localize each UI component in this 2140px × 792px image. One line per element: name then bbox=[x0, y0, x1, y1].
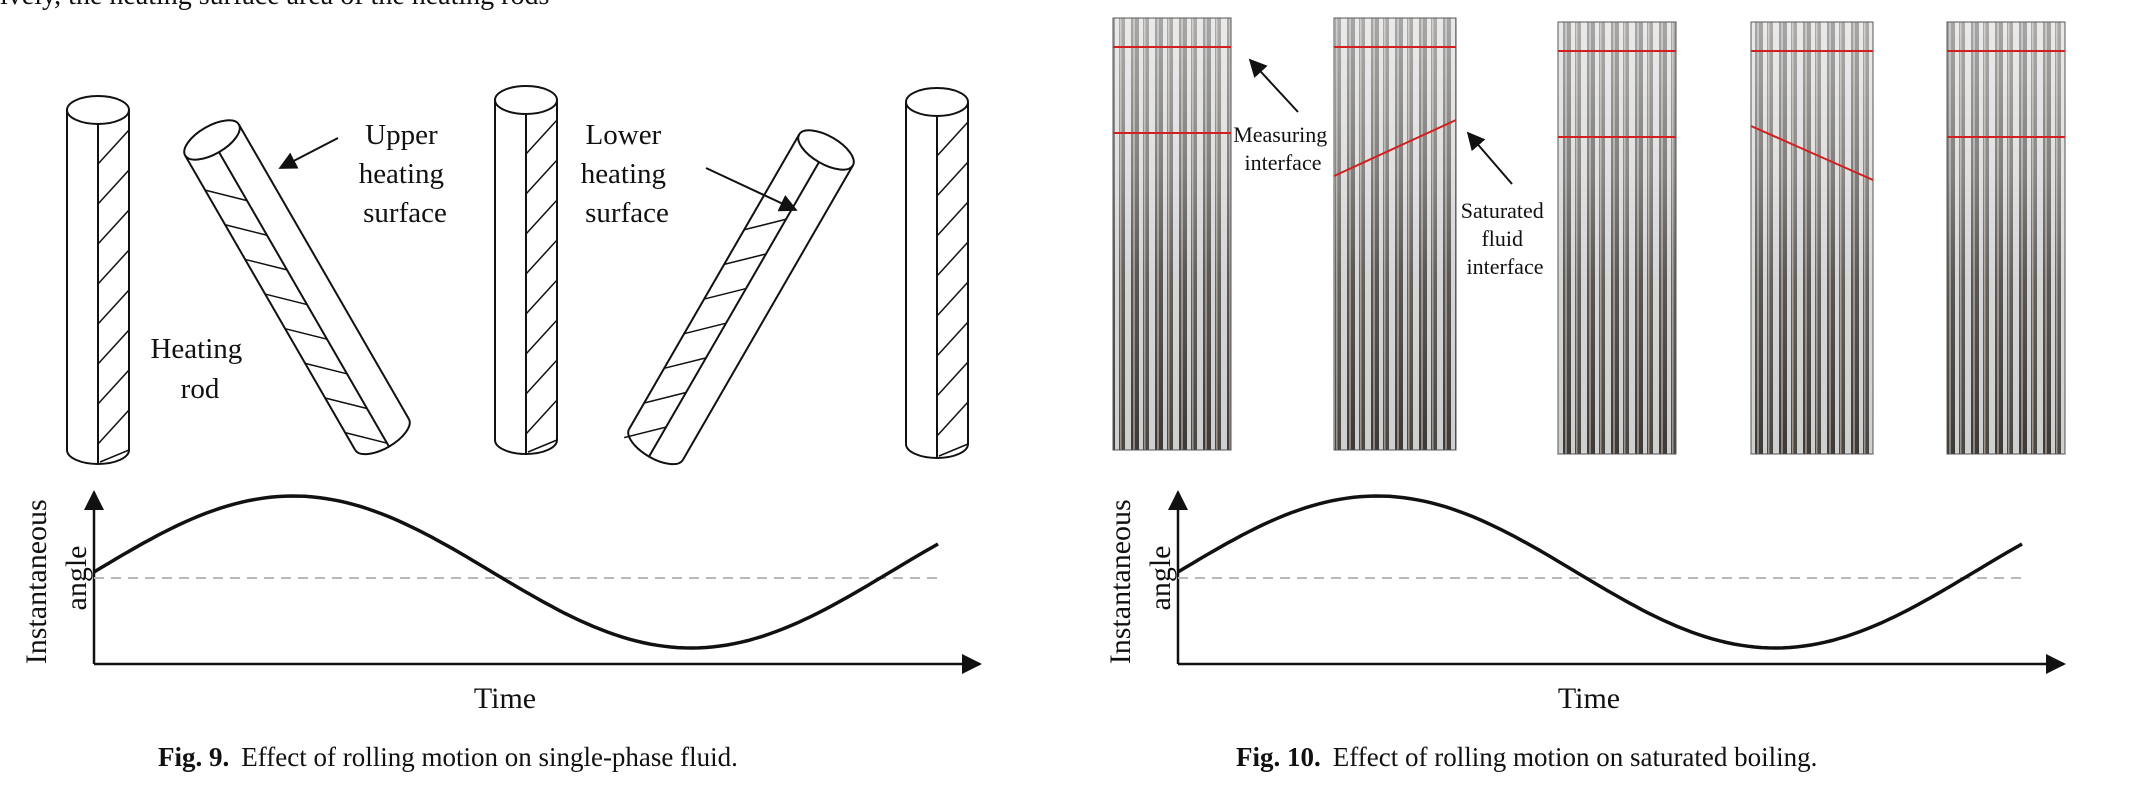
rod-tilted-upper bbox=[183, 119, 411, 456]
fig9-y-label: Instantaneous angle bbox=[20, 492, 93, 664]
rod-vertical-1 bbox=[66, 95, 130, 465]
rod-vertical-3 bbox=[905, 87, 969, 459]
fig10-x-label: Time bbox=[1558, 682, 1620, 715]
fig10-caption-text: Effect of rolling motion on saturated bo… bbox=[1332, 742, 1818, 772]
measuring-arrow bbox=[1248, 58, 1299, 113]
fig9-x-label: Time bbox=[474, 682, 536, 715]
measuring-label-bg bbox=[1232, 118, 1332, 178]
fig10-y-label: Instantaneous angle bbox=[1104, 492, 1177, 664]
upper-surface-arrow bbox=[278, 137, 339, 169]
heating-rod-label: Heating rod bbox=[150, 333, 249, 405]
fig9-sine-wave bbox=[93, 494, 939, 650]
photo-4 bbox=[1750, 21, 1874, 455]
body-text-fragment: ively, the heating surface area of the h… bbox=[0, 0, 549, 12]
lower-surface-arrow bbox=[705, 167, 798, 212]
photo-1 bbox=[1112, 17, 1232, 451]
fig10-caption: Fig. 10. Effect of rolling motion on satu… bbox=[1236, 742, 1817, 773]
fig10-sine-wave bbox=[1177, 494, 2023, 650]
upper-surface-label: Upper heating surface bbox=[359, 119, 452, 229]
saturated-arrow bbox=[1466, 131, 1513, 185]
measuring-interface-label: Measuring interface bbox=[1233, 122, 1333, 175]
fig9-caption: Fig. 9. Effect of rolling motion on singl… bbox=[158, 742, 738, 773]
fig9-caption-number: Fig. 9. bbox=[158, 742, 230, 772]
fig9-angle-plot: Instantaneous angle Time bbox=[20, 490, 982, 715]
photo-3 bbox=[1557, 21, 1677, 455]
fig10-photos bbox=[1112, 17, 2066, 455]
fig10-caption-number: Fig. 10. bbox=[1236, 742, 1321, 772]
lower-surface-label: Lower heating surface bbox=[581, 119, 674, 229]
photo-5 bbox=[1946, 21, 2066, 455]
fig9-rods bbox=[66, 85, 969, 466]
rod-vertical-2 bbox=[494, 85, 558, 455]
photo-2 bbox=[1333, 17, 1457, 451]
fig10-angle-plot: Instantaneous angle Time bbox=[1104, 490, 2066, 715]
saturated-interface-label: Saturated fluid interface bbox=[1461, 198, 1550, 279]
fig9-caption-text: Effect of rolling motion on single-phase… bbox=[241, 742, 738, 772]
